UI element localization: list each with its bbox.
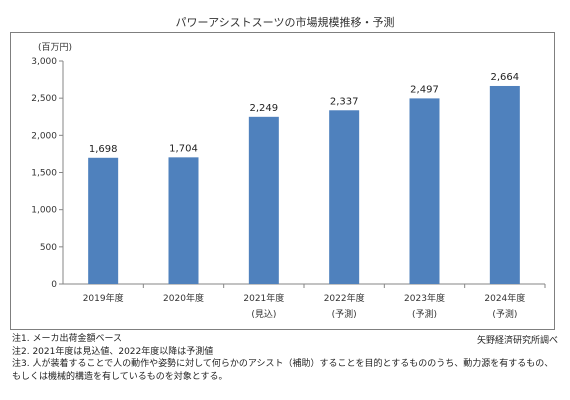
chart-title: パワーアシストスーツの市場規模推移・予測 [175,16,395,29]
y-axis-unit-label: (百万円) [38,42,72,53]
y-tick-label: 500 [40,243,57,253]
bar [88,157,119,284]
note-3: 注3. 人が装着することで人の動作や姿勢に対して何らかのアシスト（補助）すること… [12,359,554,369]
x-tick-label: 2022年度 [324,292,365,304]
note-1: 注1. メーカ出荷金額ベース [12,334,122,344]
x-tick-sublabel: (予測) [412,308,437,320]
y-tick-label: 1,000 [31,206,57,216]
bar [329,110,360,285]
bar [489,85,520,284]
notes-block: 注1. メーカ出荷金額ベース 注2. 2021年度は見込値、2022年度以降は予… [12,333,560,383]
data-label: 2,249 [250,103,279,114]
data-label: 1,704 [169,143,198,154]
x-tick-label: 2024年度 [484,292,525,304]
note-3-continued: もしくは機械的構造を有しているものを対象とする。 [12,371,228,382]
x-tick-label: 2023年度 [404,292,445,304]
x-tick-label: 2021年度 [243,292,284,304]
y-tick-label: 0 [51,280,57,290]
bar [248,116,279,284]
x-tick-label: 2020年度 [163,292,204,304]
x-tick-sublabel: (予測) [332,308,357,320]
source-credit: 矢野経済研究所調べ [476,336,558,346]
note-2: 注2. 2021年度は見込値、2022年度以降は予測値 [12,346,214,357]
y-tick-label: 1,500 [31,169,57,179]
data-label: 2,664 [491,72,520,83]
x-tick-label: 2019年度 [83,292,124,304]
data-label: 1,698 [89,144,118,155]
y-tick-label: 3,000 [31,57,57,67]
chart-frame [10,32,555,330]
data-label: 2,337 [330,96,359,107]
bar [168,157,199,284]
x-tick-sublabel: (見込) [251,309,276,320]
y-tick-label: 2,000 [31,131,57,141]
data-label: 2,497 [410,84,439,95]
x-tick-sublabel: (予測) [492,308,517,320]
bar [409,98,440,284]
y-tick-label: 2,500 [31,94,57,104]
